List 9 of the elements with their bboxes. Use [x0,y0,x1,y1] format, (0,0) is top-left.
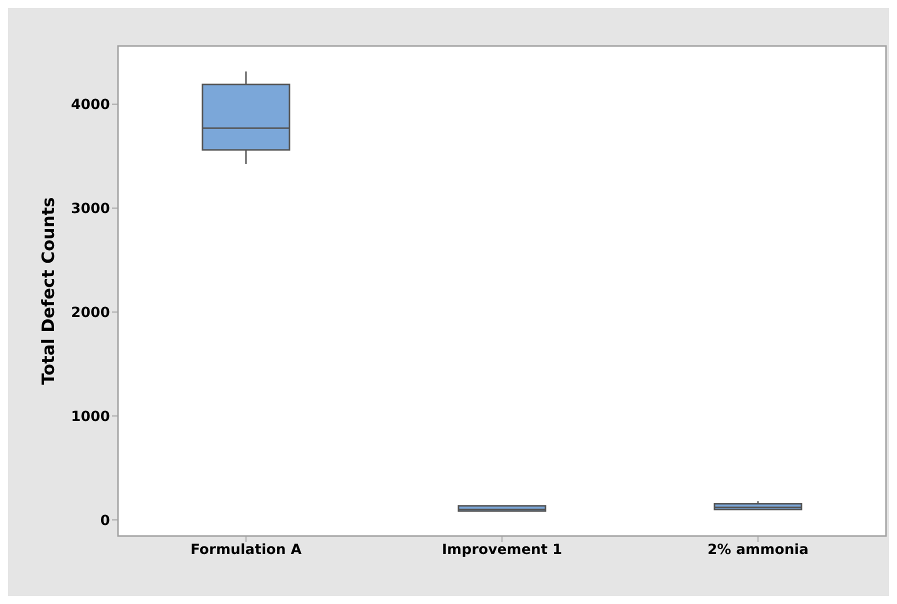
x-tick-label: Improvement 1 [442,542,562,558]
y-tick-label: 3000 [71,201,110,218]
y-tick-label: 2000 [71,305,110,322]
x-tick-label: 2% ammonia [707,542,809,558]
y-tick-label: 4000 [71,97,110,114]
y-axis-title: Total Defect Counts [39,197,60,385]
y-tick-label: 1000 [71,408,110,425]
y-tick-label: 0 [100,512,110,529]
x-tick-label: Formulation A [190,542,302,558]
